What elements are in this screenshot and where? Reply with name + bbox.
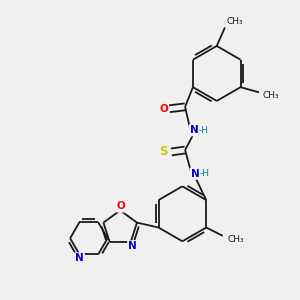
Text: N: N: [128, 241, 137, 251]
Text: CH₃: CH₃: [226, 17, 243, 26]
Text: O: O: [117, 202, 126, 212]
Text: N: N: [190, 125, 198, 135]
Text: S: S: [159, 146, 168, 158]
Text: CH₃: CH₃: [228, 235, 244, 244]
Text: N: N: [75, 254, 84, 263]
Text: -H: -H: [199, 126, 209, 135]
Text: O: O: [159, 104, 168, 114]
Text: -H: -H: [200, 169, 210, 178]
Text: N: N: [190, 169, 199, 178]
Text: CH₃: CH₃: [262, 91, 279, 100]
